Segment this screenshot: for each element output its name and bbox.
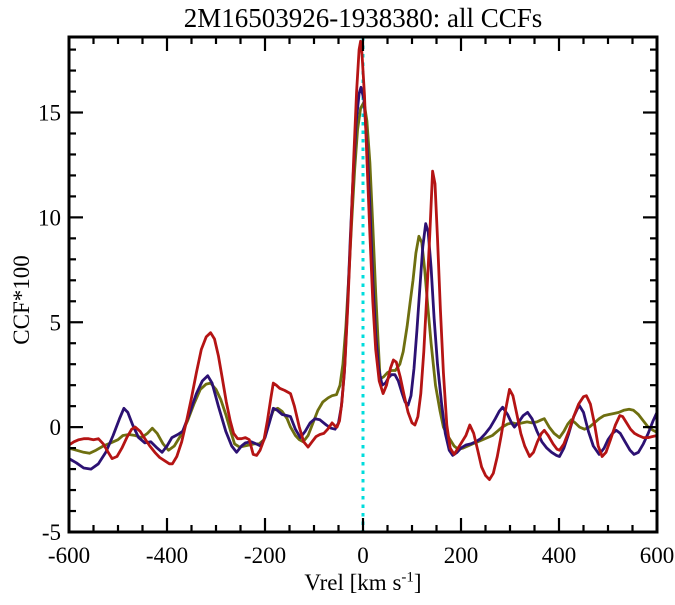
x-tick-label: 600	[640, 543, 675, 568]
y-tick-label: 10	[38, 205, 61, 230]
x-tick-label: -600	[48, 543, 90, 568]
series-ccf-red	[67, 39, 659, 481]
x-axis-label-pre: Vrel [km s	[304, 570, 402, 595]
x-tick-label: -200	[244, 543, 286, 568]
x-tick-label: 400	[542, 543, 577, 568]
x-tick-label: 0	[357, 543, 369, 568]
series-ccf-navy	[67, 85, 659, 471]
y-tick-label: 5	[50, 310, 62, 335]
x-axis-label: Vrel [km s-1]	[304, 570, 421, 596]
y-axis-label: CCF*100	[9, 255, 34, 345]
x-axis-label-sup: -1	[401, 569, 414, 586]
y-tick-label: 0	[50, 415, 62, 440]
y-tick-label: 15	[38, 101, 61, 126]
y-tick-label: -5	[42, 520, 61, 545]
x-tick-label: -400	[146, 543, 188, 568]
plot-title: 2M16503926-1938380: all CCFs	[183, 3, 543, 33]
x-axis-label-post: ]	[413, 570, 422, 595]
x-tick-label: 200	[444, 543, 479, 568]
